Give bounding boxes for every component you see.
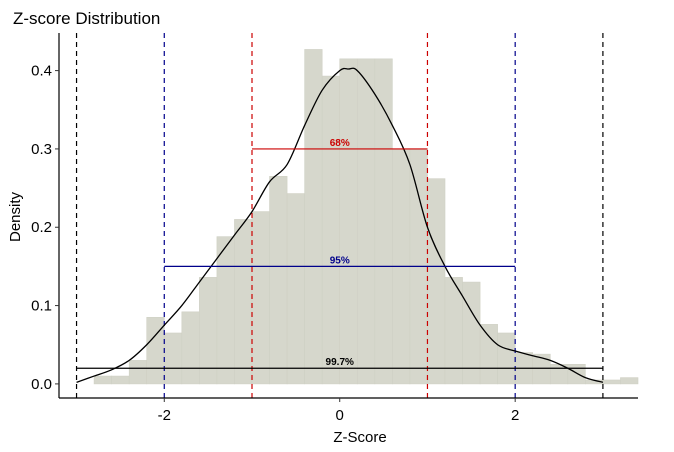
histogram-bar — [497, 332, 516, 385]
y-axis-label: Density — [7, 191, 24, 242]
y-axis-ticks: 0.0 0.1 0.2 0.3 0.4 — [31, 63, 59, 393]
histogram-bar — [356, 58, 376, 385]
histogram-bar — [339, 58, 358, 385]
histogram-bar — [163, 332, 183, 385]
interval-annotations: 68% 95% 99.7% — [76, 138, 603, 369]
histogram-bar — [128, 360, 148, 385]
histogram-bar — [286, 193, 305, 385]
histogram-bar — [427, 178, 446, 385]
histogram-bar — [269, 176, 288, 385]
x-tick-label: 0 — [336, 407, 344, 424]
histogram-bar — [321, 75, 341, 385]
histogram-bar — [479, 324, 498, 385]
histogram-bar — [251, 211, 270, 385]
histogram-bar — [532, 353, 551, 385]
x-axis-ticks: -2 0 2 — [158, 398, 519, 424]
interval-label: 95% — [330, 255, 350, 266]
y-tick-label: 0.4 — [31, 63, 52, 80]
histogram-bar — [181, 311, 200, 385]
y-tick-label: 0.2 — [31, 219, 52, 236]
x-tick-label: -2 — [158, 407, 171, 424]
histogram-bar — [234, 219, 253, 385]
histogram-bar — [111, 375, 130, 385]
histogram-bar — [620, 377, 639, 385]
density-curve — [76, 67, 604, 383]
x-axis-label: Z-Score — [333, 429, 386, 446]
histogram-bar — [567, 364, 586, 385]
histogram-bar — [304, 49, 323, 385]
y-tick-label: 0.1 — [31, 298, 52, 315]
histogram-bars — [93, 49, 639, 385]
reference-lines — [75, 33, 604, 398]
histogram-bar — [216, 236, 235, 385]
histogram-bar — [93, 375, 112, 385]
y-tick-label: 0.0 — [31, 376, 52, 393]
x-tick-label: 2 — [511, 407, 519, 424]
chart-title: Z-score Distribution — [13, 9, 160, 28]
interval-label: 99.7% — [326, 357, 354, 368]
y-tick-label: 0.3 — [31, 141, 52, 158]
histogram-bar — [602, 379, 621, 385]
interval-label: 68% — [330, 138, 350, 149]
